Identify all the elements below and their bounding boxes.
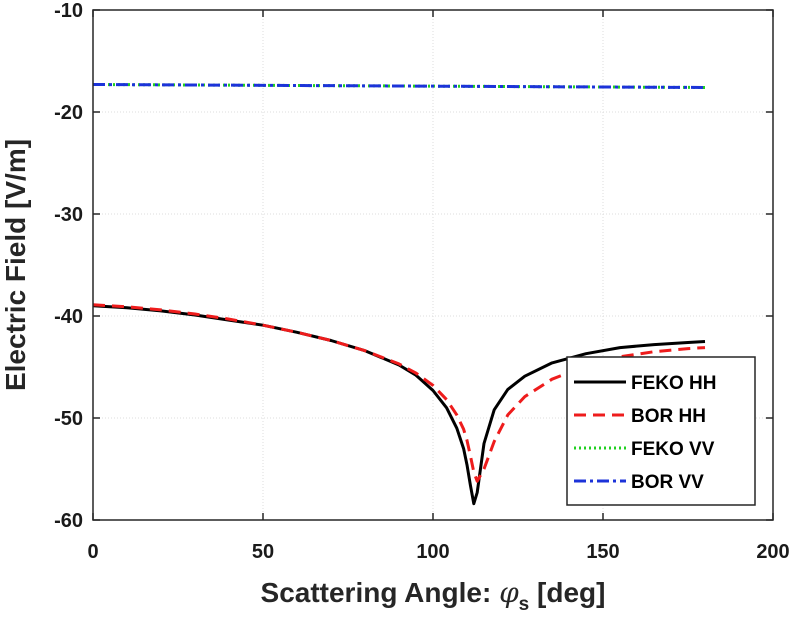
x-tick-label: 0: [87, 541, 98, 563]
x-tick-label: 100: [416, 541, 449, 563]
y-tick-label: -60: [54, 510, 83, 532]
y-tick-label: -20: [54, 102, 83, 124]
ticks: 0 50 100 150 200 -60 -50 -40 -30 -20 -10: [54, 0, 790, 563]
x-axis-label-symbol: φ: [499, 576, 519, 609]
y-tick-label: -30: [54, 204, 83, 226]
series-line-bor-hh: [92, 303, 706, 483]
legend-label: BOR VV: [631, 472, 704, 493]
legend: FEKO HH BOR HH FEKO VV BOR VV: [566, 356, 756, 506]
legend-label: BOR HH: [631, 406, 706, 427]
x-tick-label: 50: [252, 541, 274, 563]
x-axis-label: Scattering Angle: φs [deg]: [261, 576, 606, 615]
y-tick-label: -50: [54, 408, 83, 430]
x-axis-label-text: Scattering Angle:: [261, 577, 500, 608]
x-tick-label: 150: [586, 541, 619, 563]
y-tick-label: -10: [54, 0, 83, 22]
x-axis-label-unit: [deg]: [529, 577, 605, 608]
y-axis-label: Electric Field [V/m]: [0, 139, 31, 391]
x-axis-label-subscript: s: [519, 594, 530, 615]
x-tick-label: 200: [756, 541, 789, 563]
plot-area: [92, 83, 706, 506]
legend-label: FEKO VV: [631, 439, 715, 460]
legend-label: FEKO HH: [631, 373, 717, 394]
y-tick-label: -40: [54, 306, 83, 328]
series-line-bor-vv: [92, 83, 706, 89]
